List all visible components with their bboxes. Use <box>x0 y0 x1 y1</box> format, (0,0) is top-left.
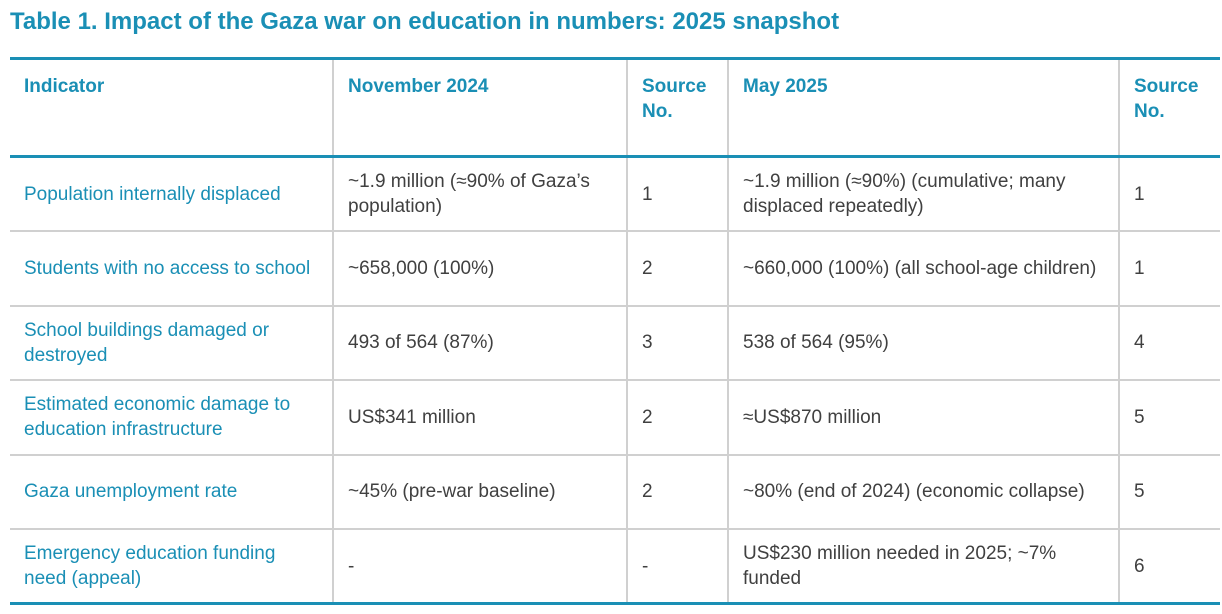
source-cell: - <box>626 529 728 604</box>
november-2024-cell: US$341 million <box>332 380 627 455</box>
table-row: Estimated economic damage to education i… <box>10 380 1220 455</box>
indicator-cell: Emergency education funding need (appeal… <box>24 543 276 589</box>
source-cell: 6 <box>1118 529 1220 604</box>
table-row: Population internally displaced ~1.9 mil… <box>10 156 1220 231</box>
source-cell: 4 <box>1118 305 1220 380</box>
source-cell: 2 <box>626 454 728 529</box>
november-2024-cell: ~1.9 million (≈90% of Gaza’s population) <box>332 156 627 231</box>
november-2024-cell: - <box>332 529 627 604</box>
may-2025-cell: ~660,000 (100%) (all school-age children… <box>727 231 1119 306</box>
table-body: Population internally displaced ~1.9 mil… <box>10 156 1220 604</box>
indicator-cell: Population internally displaced <box>24 183 281 205</box>
may-2025-cell: ~1.9 million (≈90%) (cumulative; many di… <box>727 156 1119 231</box>
source-cell: 1 <box>1118 231 1220 306</box>
header-november-2024: November 2024 <box>332 58 627 157</box>
header-source-no-1: Source No. <box>626 58 728 157</box>
table-row: School buildings damaged or destroyed 49… <box>10 305 1220 380</box>
header-indicator: Indicator <box>24 76 105 97</box>
table-row: Students with no access to school ~658,0… <box>10 231 1220 306</box>
header-source-no-2: Source No. <box>1118 58 1220 157</box>
may-2025-cell: ~80% (end of 2024) (economic collapse) <box>727 454 1119 529</box>
source-cell: 2 <box>626 231 728 306</box>
november-2024-cell: ~658,000 (100%) <box>332 231 627 306</box>
table-header: Indicator November 2024 Source No. May 2… <box>10 58 1220 157</box>
education-impact-table: Indicator November 2024 Source No. May 2… <box>10 57 1220 605</box>
table-row: Gaza unemployment rate ~45% (pre-war bas… <box>10 454 1220 529</box>
indicator-cell: Students with no access to school <box>24 257 311 279</box>
source-cell: 2 <box>626 380 728 455</box>
source-cell: 3 <box>626 305 728 380</box>
indicator-cell: Estimated economic damage to education i… <box>24 394 291 441</box>
source-cell: 1 <box>1118 156 1220 231</box>
table-title: Table 1. Impact of the Gaza war on educa… <box>10 8 840 35</box>
may-2025-cell: 538 of 564 (95%) <box>727 305 1119 380</box>
source-cell: 1 <box>626 156 728 231</box>
header-may-2025: May 2025 <box>727 58 1119 157</box>
november-2024-cell: 493 of 564 (87%) <box>332 305 627 380</box>
source-cell: 5 <box>1118 454 1220 529</box>
may-2025-cell: ≈US$870 million <box>727 380 1119 455</box>
table-row: Emergency education funding need (appeal… <box>10 529 1220 604</box>
november-2024-cell: ~45% (pre-war baseline) <box>332 454 627 529</box>
indicator-cell: School buildings damaged or destroyed <box>24 319 270 366</box>
source-cell: 5 <box>1118 380 1220 455</box>
may-2025-cell: US$230 million needed in 2025; ~7% funde… <box>727 529 1119 604</box>
header-row: Indicator November 2024 Source No. May 2… <box>10 58 1220 157</box>
indicator-cell: Gaza unemployment rate <box>24 481 238 503</box>
